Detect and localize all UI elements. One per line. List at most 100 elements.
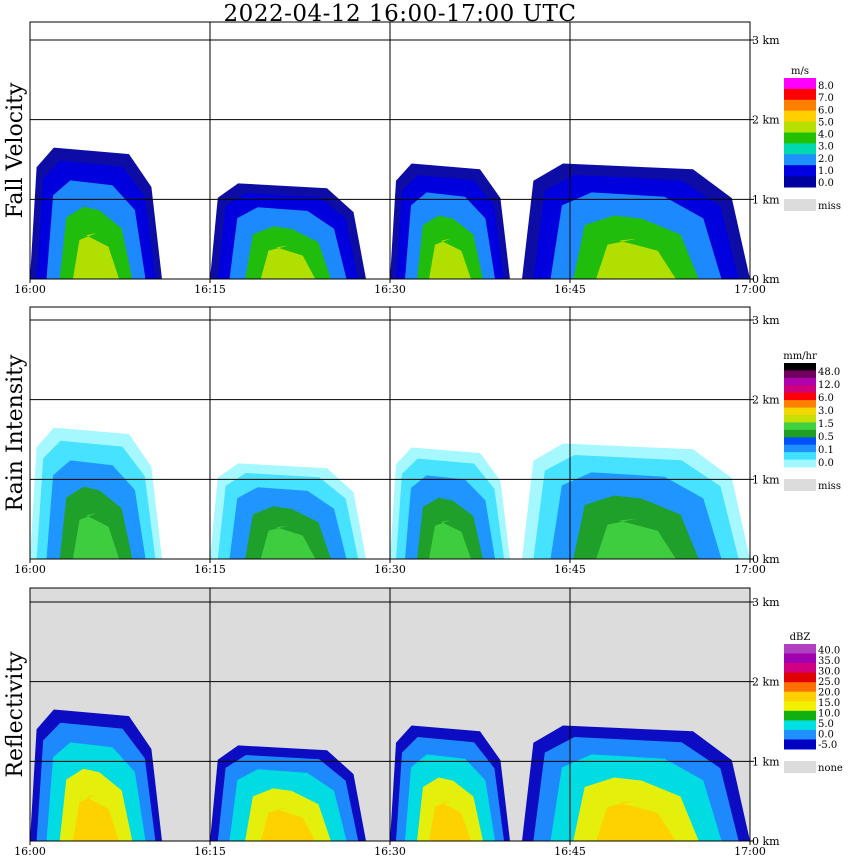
colorbar-swatch: [784, 429, 816, 438]
echo-layer: [429, 800, 471, 841]
colorbar-label: 10.0: [818, 709, 840, 720]
colorbar-label: 0.5: [818, 432, 834, 443]
colorbar-swatch: [784, 121, 816, 133]
time-tick-label: 16:00: [14, 563, 46, 576]
echo-layer: [429, 520, 471, 559]
echo-cell: [210, 463, 366, 559]
colorbar-swatch: [784, 392, 816, 401]
colorbar-swatch: [784, 415, 816, 423]
echo-layer: [260, 245, 316, 279]
colorbar-swatch: [784, 710, 816, 721]
time-tick-label: 17:00: [734, 845, 766, 858]
echo-layer: [596, 800, 676, 841]
echo-cell: [30, 709, 162, 841]
echo-cell: [522, 163, 750, 279]
time-tick-label: 16:30: [374, 283, 406, 296]
colorbar-swatch: [784, 132, 816, 144]
colorbar-label: 8.0: [818, 81, 834, 92]
time-tick-label: 16:00: [14, 845, 46, 858]
echo-layer: [72, 795, 120, 841]
height-tick-label: 3 km: [752, 314, 780, 327]
echo-cell: [522, 725, 750, 841]
colorbar-swatch: [784, 407, 816, 416]
colorbar-label: 40.0: [818, 646, 840, 657]
colorbar-label: 30.0: [818, 667, 840, 678]
colorbar-label: 1.5: [818, 419, 834, 430]
colorbar-label: 12.0: [818, 380, 840, 391]
colorbar-swatch: [784, 370, 816, 379]
colorbar-swatch: [784, 165, 816, 177]
echo-cell: [30, 427, 162, 559]
height-tick-label: 1 km: [752, 755, 780, 768]
colorbar-label: 5.0: [818, 117, 834, 128]
panel-title: Reflectivity: [3, 651, 28, 778]
echo-cell: [210, 745, 366, 841]
time-tick-label: 16:30: [374, 845, 406, 858]
colorbar-swatch: [784, 143, 816, 155]
missing-swatch: [784, 479, 816, 491]
colorbar-swatch: [784, 701, 816, 712]
echo-layer: [596, 238, 676, 279]
time-tick-label: 17:00: [734, 283, 766, 296]
echo-cell: [30, 147, 162, 279]
colorbar-swatch: [784, 672, 816, 683]
colorbar-swatch: [784, 444, 816, 453]
time-tick-label: 17:00: [734, 563, 766, 576]
colorbar-swatch: [784, 663, 816, 674]
colorbar-swatch: [784, 176, 816, 188]
height-tick-label: 0 km: [752, 835, 780, 848]
colorbar-label: 5.0: [818, 719, 834, 730]
time-tick-label: 16:00: [14, 283, 46, 296]
colorbar-swatch: [784, 110, 816, 123]
colorbar-swatch: [784, 729, 816, 740]
colorbar-swatch: [784, 691, 816, 702]
missing-label: none: [818, 763, 843, 774]
height-tick-label: 0 km: [752, 273, 780, 286]
colorbar-label: 15.0: [818, 698, 840, 709]
colorbar-label: 3.0: [818, 406, 834, 417]
echo-layer: [72, 513, 120, 559]
colorbar-label: 3.0: [818, 142, 834, 153]
echo-cell: [390, 447, 510, 559]
missing-swatch: [784, 761, 816, 773]
colorbar-label: 6.0: [818, 105, 834, 116]
echo-cell: [210, 183, 366, 279]
colorbar-swatch: [784, 437, 816, 446]
colorbar-label: 0.1: [818, 445, 834, 456]
time-tick-label: 16:45: [554, 283, 586, 296]
time-tick-label: 16:15: [194, 563, 226, 576]
colorbar-swatch: [784, 78, 816, 90]
colorbar-swatch: [784, 459, 816, 468]
panel-fall-velocity: 0 km 1 km 2 km 3 km 16:00 16:15 16:30 16:45 17:0…: [3, 21, 841, 296]
height-tick-label: 2 km: [752, 114, 780, 127]
height-tick-label: 3 km: [752, 34, 780, 47]
colorbar-unit: m/s: [791, 66, 809, 77]
height-tick-label: 3 km: [752, 596, 780, 609]
colorbar-swatch: [784, 739, 816, 750]
echo-layer: [260, 807, 316, 841]
echo-layer: [596, 518, 676, 559]
colorbar-swatch: [784, 377, 816, 386]
time-tick-label: 16:45: [554, 845, 586, 858]
colorbar-label: 20.0: [818, 688, 840, 699]
panel-reflectivity: 0 km 1 km 2 km 3 km 16:00 16:15 16:30 16:45 17:0…: [3, 587, 843, 858]
colorbar-swatch: [784, 644, 816, 654]
colorbar-label: 35.0: [818, 656, 840, 667]
colorbar-unit: mm/hr: [783, 351, 817, 362]
colorbar-swatch: [784, 99, 816, 112]
colorbar-swatch: [784, 154, 816, 166]
colorbar-label: -5.0: [818, 740, 837, 751]
colorbar-label: 2.0: [818, 154, 834, 165]
time-tick-label: 16:30: [374, 563, 406, 576]
colorbar-label: 25.0: [818, 677, 840, 688]
panel-title: Fall Velocity: [3, 82, 28, 218]
panel-title: Rain Intensity: [3, 354, 28, 511]
colorbar-label: 4.0: [818, 130, 834, 141]
echo-layer: [72, 233, 120, 279]
colorbar-swatch: [784, 682, 816, 693]
colorbar-swatch: [784, 720, 816, 731]
height-tick-label: 1 km: [752, 473, 780, 486]
colorbar-label: 1.0: [818, 166, 834, 177]
missing-label: miss: [818, 201, 841, 212]
